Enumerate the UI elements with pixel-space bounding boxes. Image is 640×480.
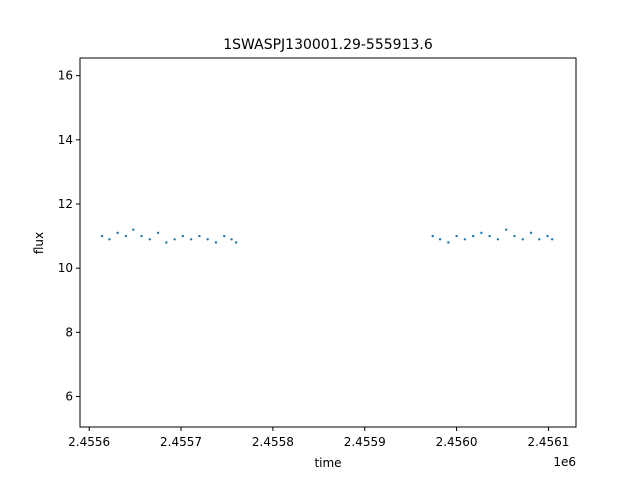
data-point: [116, 231, 119, 235]
data-point: [140, 234, 143, 238]
data-point: [234, 241, 238, 244]
y-tick-label: 10: [58, 261, 73, 275]
data-point: [189, 238, 193, 241]
data-point: [206, 238, 209, 241]
x-tick-label: 2.4557: [160, 435, 202, 449]
x-axis-label: time: [314, 456, 341, 470]
data-point: [214, 241, 218, 244]
data-point: [538, 238, 541, 241]
data-point: [173, 238, 176, 241]
data-point: [431, 234, 434, 238]
data-point: [480, 231, 483, 235]
y-tick-label: 8: [65, 325, 73, 339]
data-point: [529, 231, 533, 235]
x-tick-label: 2.4559: [344, 435, 386, 449]
data-point: [108, 238, 111, 241]
y-tick-label: 16: [58, 69, 73, 83]
data-point: [447, 241, 450, 244]
data-point: [513, 234, 516, 238]
data-point: [165, 241, 168, 244]
data-point: [546, 234, 549, 238]
data-point: [148, 238, 152, 241]
y-axis-label: flux: [32, 232, 46, 254]
y-axis-ticks: 6 8 10 12 14 16: [58, 69, 80, 404]
data-point: [496, 238, 500, 241]
x-tick-label: 2.4558: [252, 435, 294, 449]
data-point: [488, 234, 491, 238]
data-point: [521, 238, 524, 241]
y-tick-label: 14: [58, 133, 73, 147]
data-point: [438, 238, 442, 241]
data-points: [100, 228, 554, 244]
data-point: [132, 228, 135, 231]
data-point: [124, 234, 128, 238]
data-point: [504, 228, 508, 231]
data-point: [100, 234, 104, 238]
x-axis-ticks: 2.4556 2.4557 2.4558 2.4559 2.4560 2.4561: [68, 427, 569, 449]
y-tick-label: 12: [58, 197, 73, 211]
data-point: [550, 238, 554, 241]
x-tick-label: 2.4560: [436, 435, 478, 449]
data-point: [463, 238, 467, 241]
data-point: [230, 238, 233, 241]
chart-title: 1SWASPJ130001.29-555913.6: [223, 37, 433, 53]
y-tick-label: 6: [65, 390, 73, 404]
x-tick-label: 2.4561: [527, 435, 569, 449]
data-point: [223, 234, 226, 238]
plot-frame: [79, 57, 577, 428]
x-axis-offset-label: 1e6: [553, 455, 576, 469]
data-point: [471, 234, 475, 238]
data-point: [455, 234, 458, 238]
data-point: [198, 234, 201, 238]
x-tick-label: 2.4556: [68, 435, 110, 449]
data-point: [181, 234, 185, 238]
data-point: [156, 231, 160, 235]
